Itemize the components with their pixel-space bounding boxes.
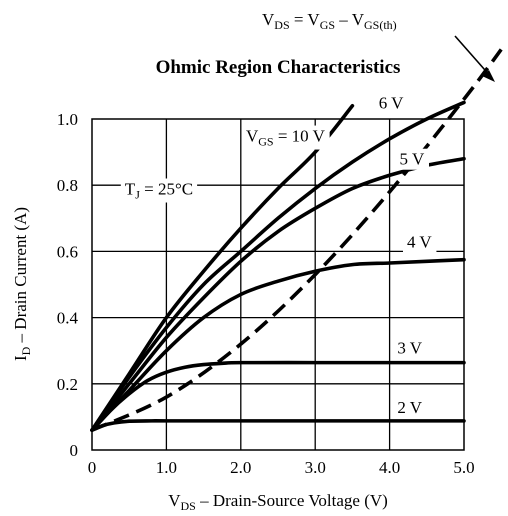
annotation-background: [402, 231, 437, 253]
boundary-line: [91, 48, 503, 432]
y-tick-label: 0.2: [57, 375, 78, 394]
series-line: [90, 156, 466, 432]
series-line: [90, 419, 466, 432]
curve-annotation: 6 V: [379, 93, 404, 112]
annotation-background: [241, 125, 330, 150]
y-tick-label: 0.4: [57, 309, 79, 328]
plot-frame: [91, 118, 465, 451]
x-tick-label: 2.0: [230, 458, 251, 477]
y-axis-label: ID – Drain Current (A): [11, 207, 33, 361]
y-tick-label: 1.0: [57, 110, 78, 129]
annotation-background: [393, 337, 427, 359]
curve-annotation: VGS = 10 V: [246, 127, 326, 149]
x-tick-label: 0: [88, 458, 97, 477]
y-tick-label: 0.8: [57, 176, 78, 195]
curve-annotation: 3 V: [397, 338, 422, 357]
curve-annotation: 2 V: [397, 398, 422, 417]
y-tick-label: 0: [70, 441, 79, 460]
annotations: 6 V VGS = 10 V 5 V TJ = 25°C 4 V 3 V 2 V: [120, 92, 437, 418]
curve-annotation: TJ = 25°C: [125, 180, 193, 202]
x-tick-label: 1.0: [156, 458, 177, 477]
curve-annotation: 4 V: [407, 232, 432, 251]
series-curves: [90, 48, 503, 432]
y-tick-label: 0.6: [57, 242, 78, 261]
annotation-background: [374, 92, 409, 114]
series-line: [90, 100, 466, 432]
series-line: [90, 103, 355, 432]
annotation-background: [393, 396, 427, 418]
x-axis-label: VDS – Drain-Source Voltage (V): [168, 491, 388, 513]
curve-annotation: 5 V: [400, 150, 425, 169]
series-line: [90, 257, 466, 432]
x-tick-label: 4.0: [379, 458, 400, 477]
boundary-label: VDS = VGS – VGS(th): [262, 10, 397, 32]
series-line: [90, 360, 466, 432]
x-tick-label: 3.0: [305, 458, 326, 477]
x-tick-label: 5.0: [453, 458, 474, 477]
chart-title: Ohmic Region Characteristics: [156, 57, 401, 78]
boundary-label-arrowhead: [482, 70, 495, 82]
annotation-background: [395, 148, 429, 170]
tick-labels: 0 1.0 2.0 3.0 4.0 5.0 0 0.2 0.4 0.6 0.8 1.0: [57, 110, 475, 477]
annotation-background: [120, 178, 198, 203]
